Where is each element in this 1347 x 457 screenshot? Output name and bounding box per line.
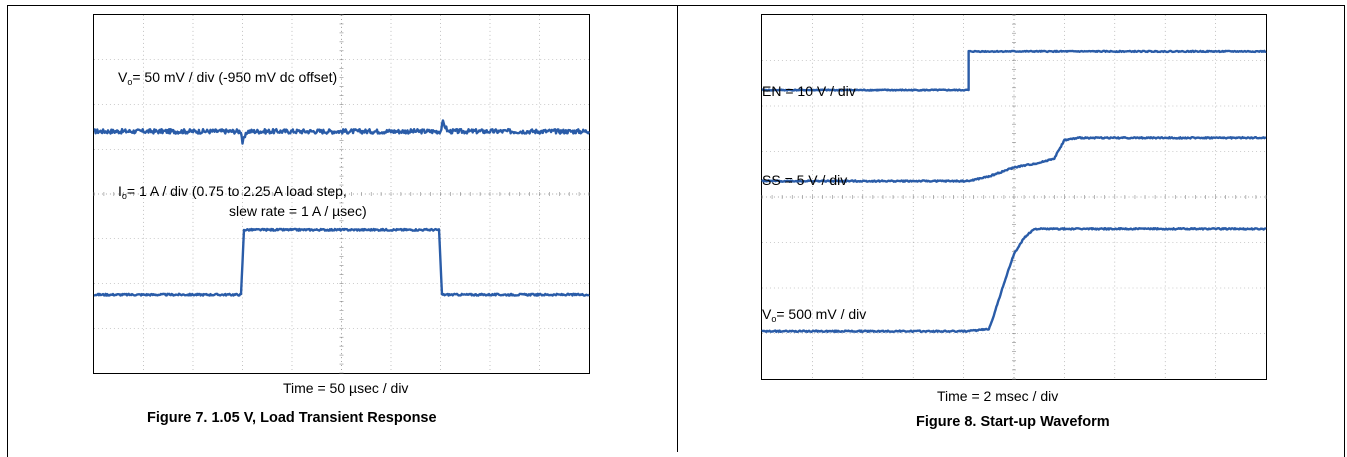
label-prefix: V [118,69,128,85]
trace-label-io-fig7: Io= 1 A / div (0.75 to 2.25 A load step, [118,183,347,204]
trace-label-ss-fig8: SS = 5 V / div [762,172,848,188]
label-text: = 500 mV / div [776,306,867,322]
trace-label-vo-fig8: Vo= 500 mV / div [762,306,866,327]
trace-line-2 [761,226,1267,334]
label-prefix: I [118,183,122,199]
figure-caption-fig8: Figure 8. Start-up Waveform [916,414,1110,430]
oscilloscope-screen-fig7 [93,14,591,374]
column-divider [677,5,678,452]
label-subscript: o [121,191,127,201]
oscilloscope-screen-fig8 [761,14,1267,380]
trace-line-1 [93,227,590,297]
scope-plot-fig7 [93,14,591,374]
trace-label-io-line2-fig7: slew rate = 1 A / µsec) [229,203,367,219]
trace-label-vo-fig7: Vo= 50 mV / div (-950 mV dc offset) [118,69,337,90]
figure-caption-fig7: Figure 7. 1.05 V, Load Transient Respons… [147,410,437,426]
scope-plot-fig8 [761,14,1267,380]
label-subscript: o [127,77,133,87]
trace-line-1 [761,135,1267,183]
timebase-label-fig7: Time = 50 µsec / div [283,380,409,396]
trace-line-0 [761,49,1267,92]
label-text: = 1 A / div (0.75 to 2.25 A load step, [126,183,347,199]
trace-line-0 [93,119,591,145]
label-subscript: o [771,314,777,324]
timebase-label-fig8: Time = 2 msec / div [937,388,1059,404]
document-frame [7,5,1345,457]
trace-label-en-fig8: EN = 10 V / div [762,83,856,99]
label-text: = 50 mV / div (-950 mV dc offset) [132,69,338,85]
label-prefix: V [762,306,772,322]
